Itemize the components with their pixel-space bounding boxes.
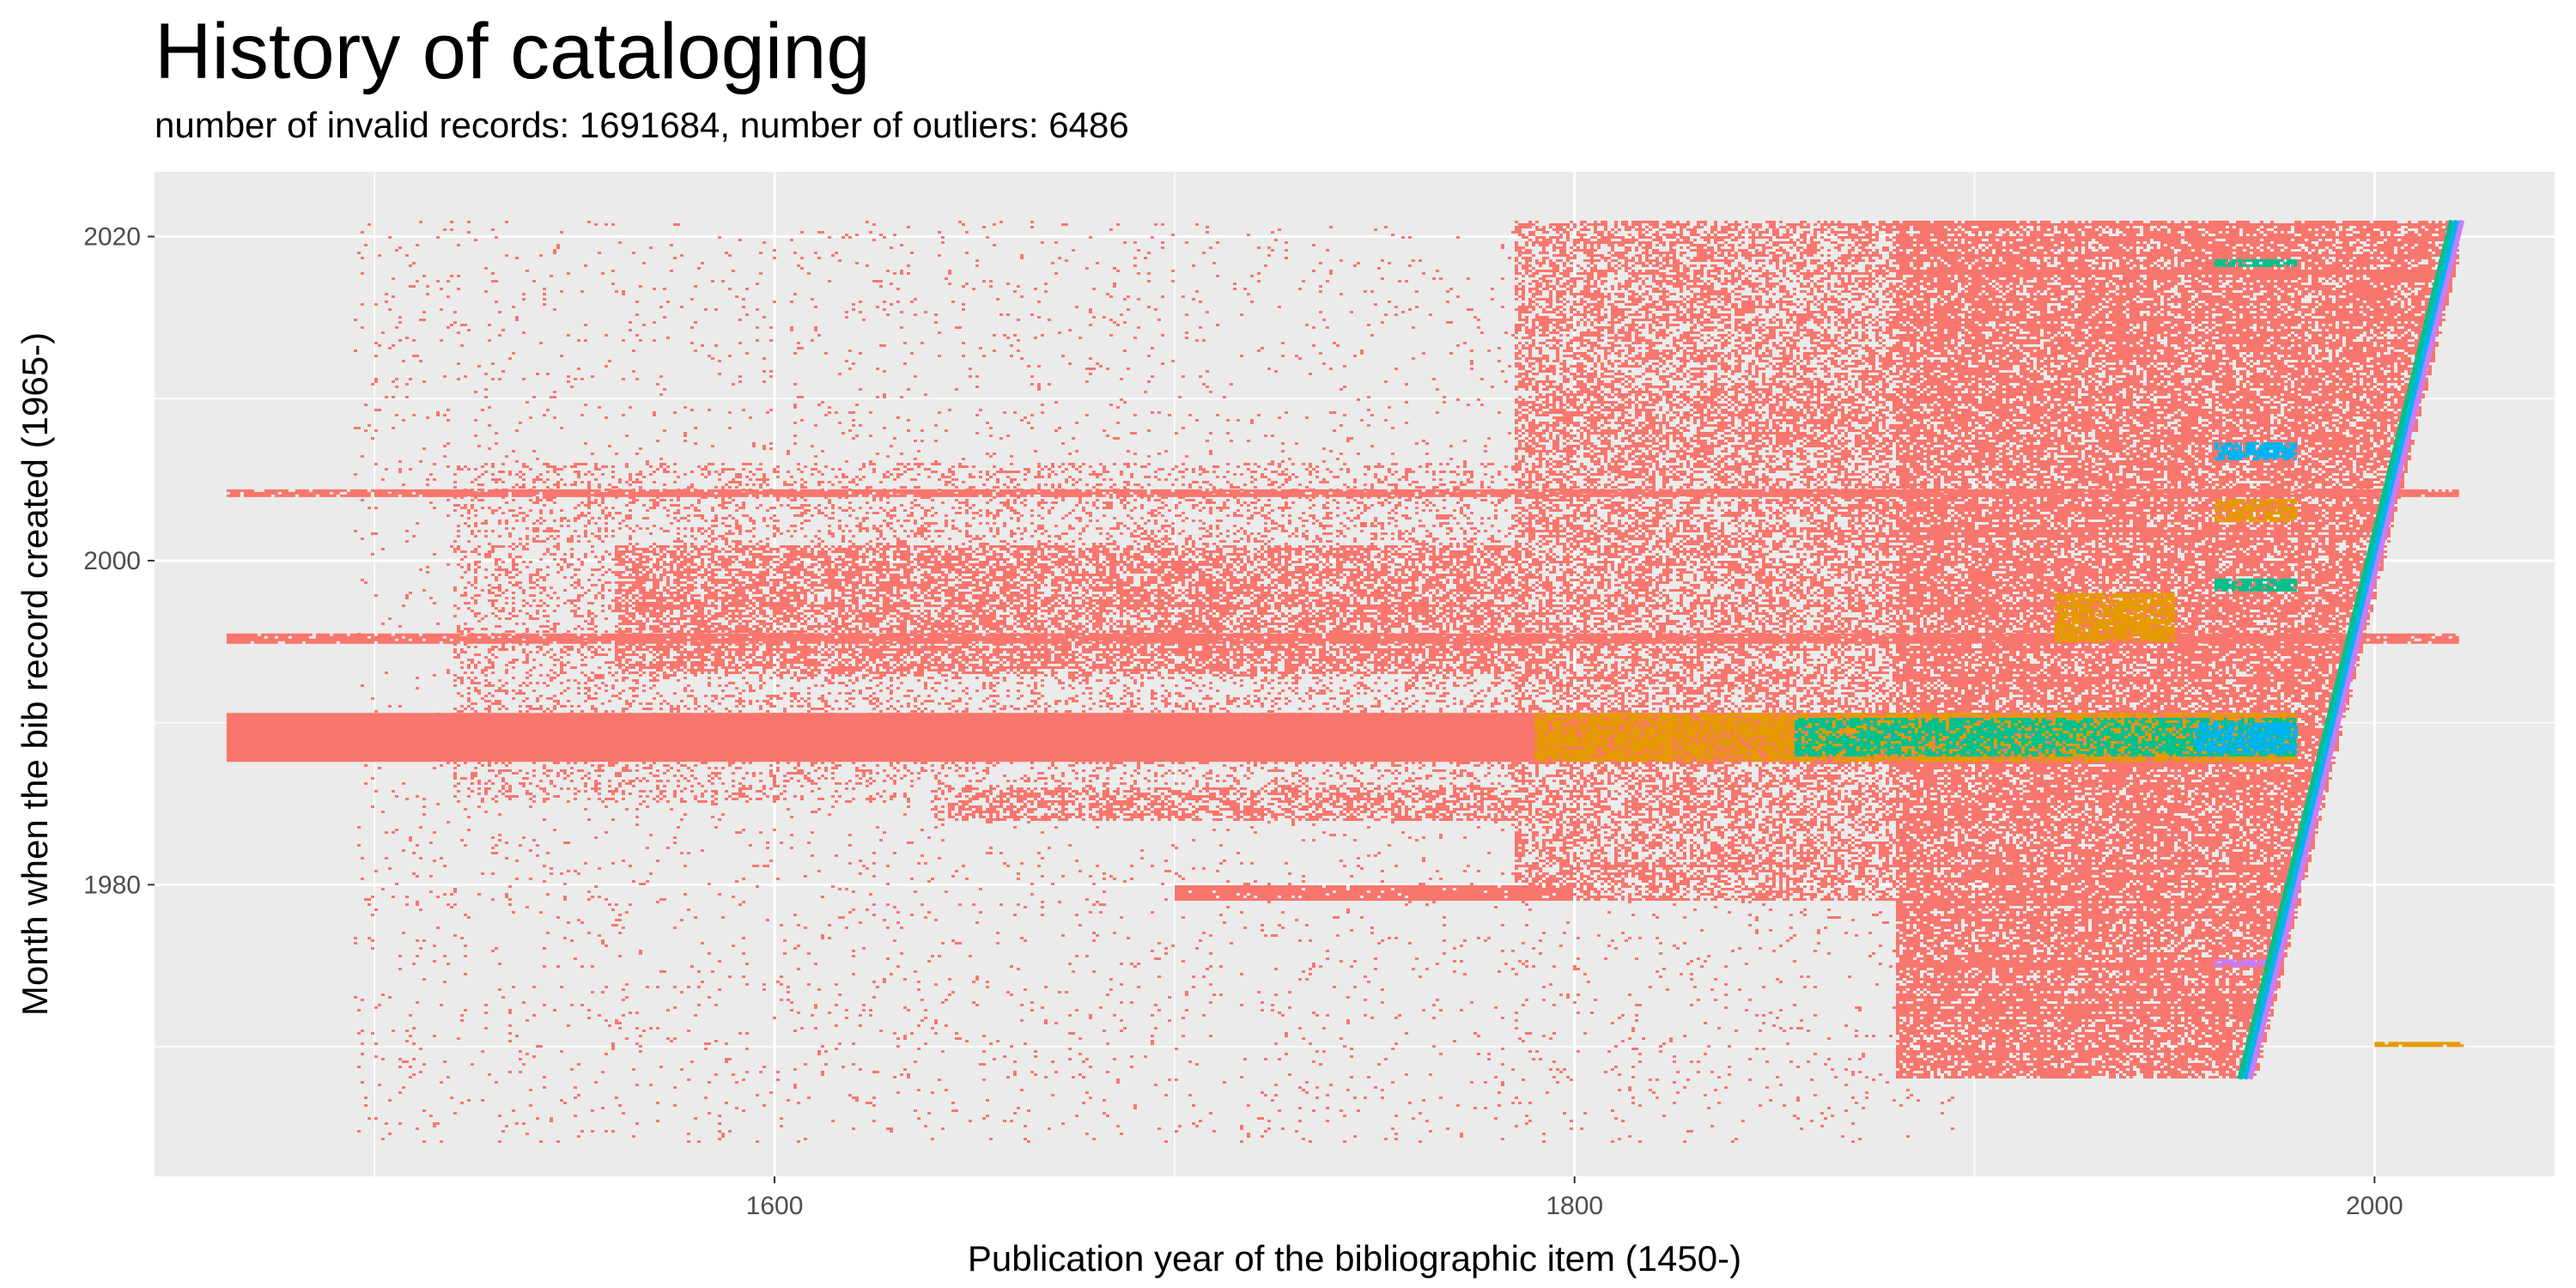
heatmap-band-7 bbox=[2054, 592, 2175, 642]
x-axis-title: Publication year of the bibliographic it… bbox=[968, 1238, 1741, 1279]
heatmap-band-8 bbox=[2215, 442, 2297, 461]
heatmap-band-5 bbox=[226, 489, 2459, 497]
diagonal-density-line-3 bbox=[2247, 219, 2465, 1080]
heatmap-scatter-cells bbox=[354, 221, 2459, 1143]
heatmap-band-6 bbox=[226, 633, 2459, 644]
y-axis-title: Month when the bib record created (1965-… bbox=[15, 332, 55, 1016]
heatmap-band-3 bbox=[1794, 718, 2296, 756]
heatmap-band-10 bbox=[2215, 499, 2297, 523]
heatmap-band-13 bbox=[2374, 1042, 2464, 1048]
heatmap-cells bbox=[226, 219, 2465, 1143]
y-tick-label: 2000 bbox=[83, 547, 141, 575]
x-tick-label: 1800 bbox=[1546, 1192, 1603, 1220]
chart-title: History of cataloging bbox=[155, 8, 871, 95]
y-tick-label: 1980 bbox=[83, 871, 141, 899]
x-tick-label: 1600 bbox=[746, 1192, 804, 1220]
heatmap-band-12 bbox=[2215, 959, 2276, 968]
chart-subtitle: number of invalid records: 1691684, numb… bbox=[155, 105, 1129, 145]
diagonal-density-line-2 bbox=[2242, 219, 2460, 1080]
heatmap-band-4 bbox=[2194, 722, 2298, 754]
x-tick-label: 2000 bbox=[2346, 1192, 2403, 1220]
diagonal-density-line-1 bbox=[2237, 219, 2455, 1080]
y-tick-label: 2020 bbox=[83, 222, 141, 251]
axis-layer: 1600 1800 2000 1980 2000 2020 bbox=[83, 222, 2403, 1220]
heatmap-band-9 bbox=[2215, 578, 2297, 592]
heatmap-band-11 bbox=[2215, 258, 2297, 267]
